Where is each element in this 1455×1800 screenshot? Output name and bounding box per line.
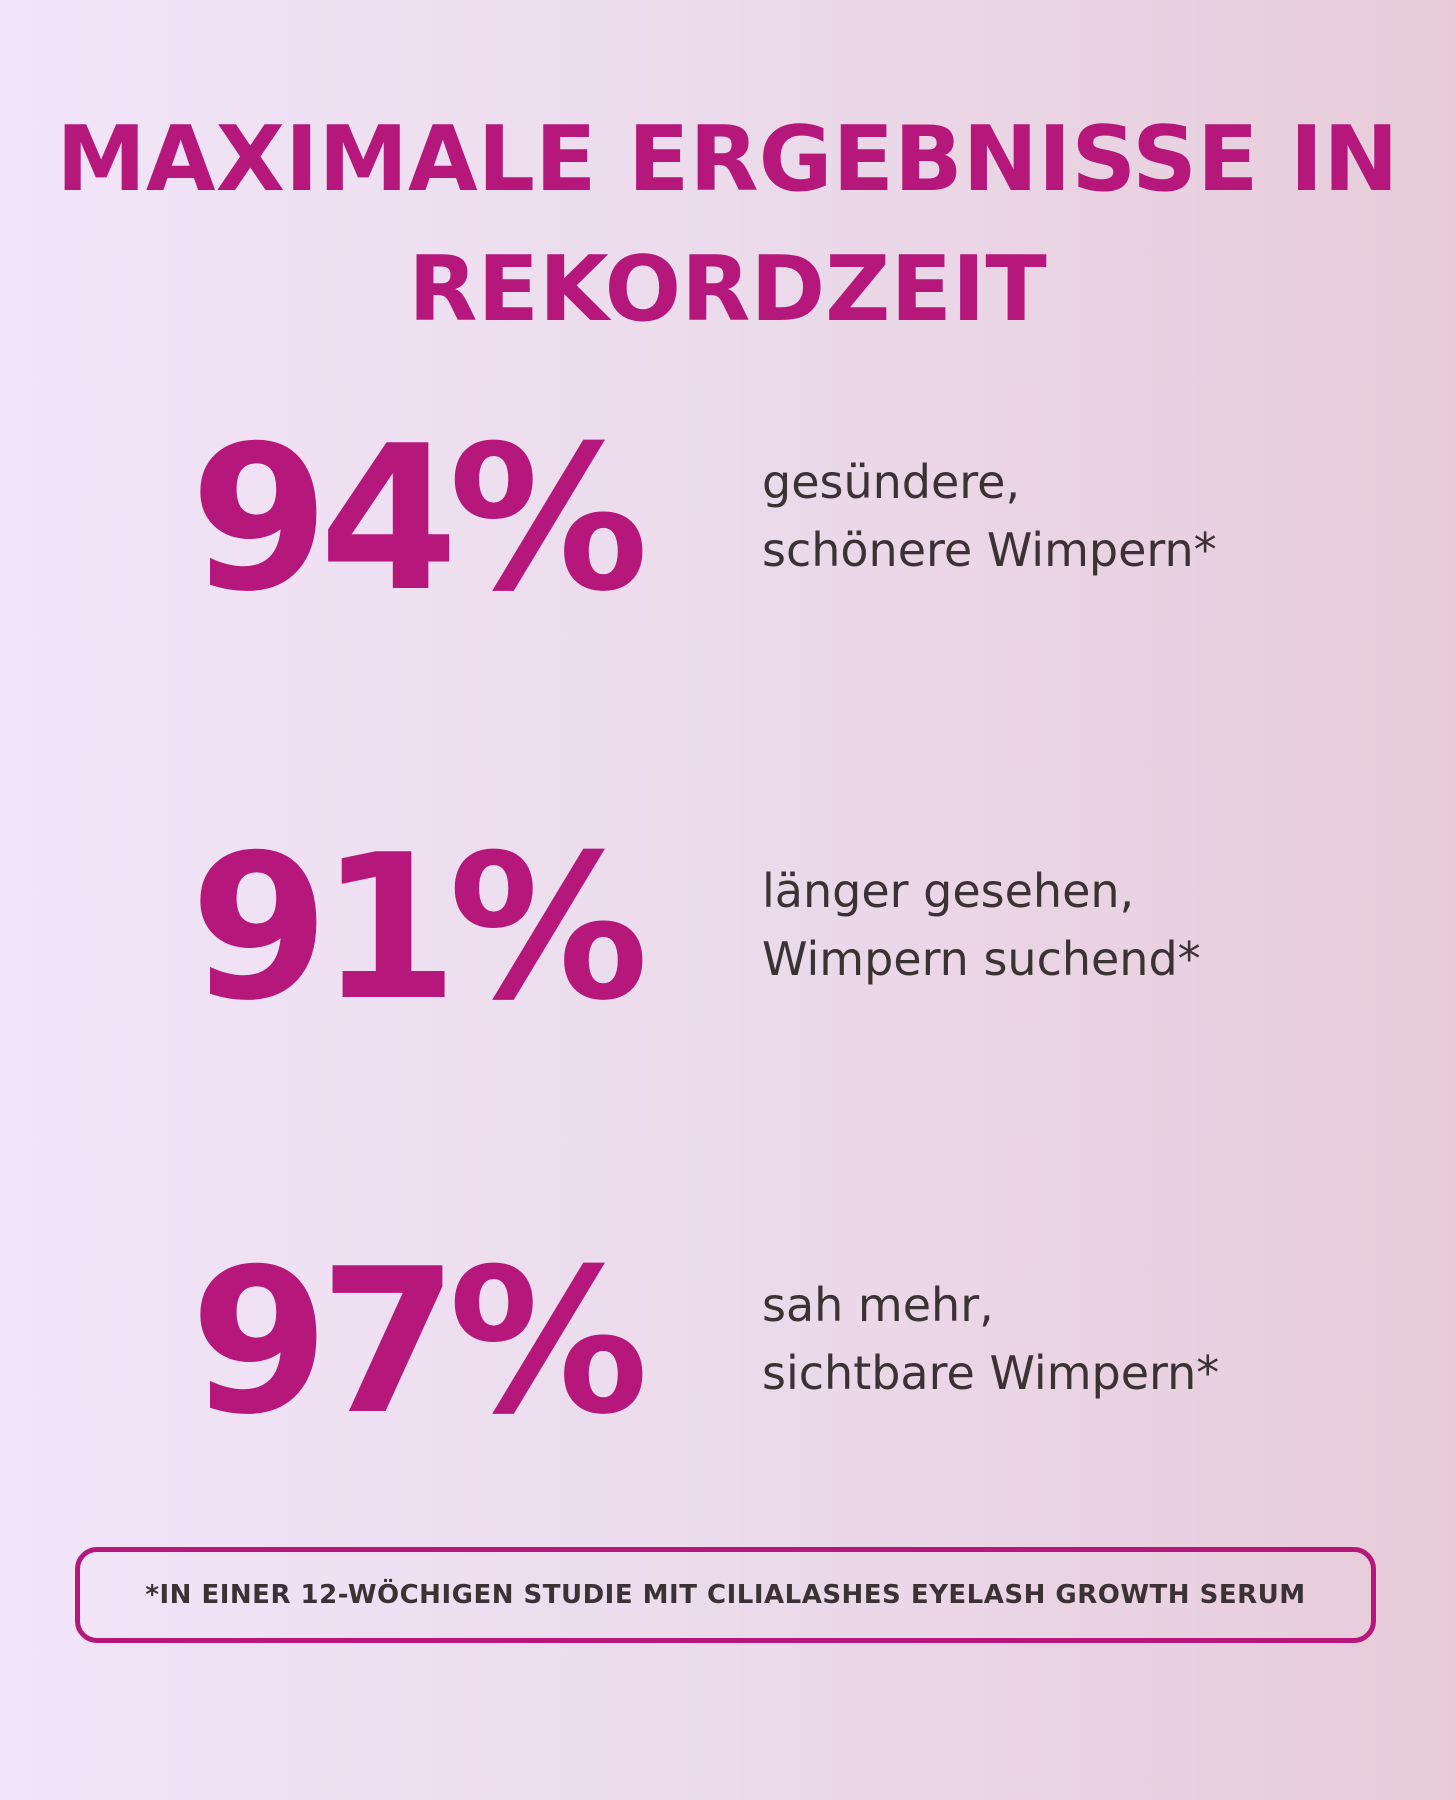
stat-block-1: 94% gesündere, schönere Wimpern* [0, 420, 1455, 620]
stat-description-line-2: Wimpern suchend* [762, 932, 1201, 986]
stat-description: länger gesehen, Wimpern suchend* [762, 857, 1201, 993]
stat-percentage: 91% [190, 812, 649, 1045]
stat-percentage: 94% [190, 403, 649, 636]
stat-description-line-2: sichtbare Wimpern* [762, 1346, 1220, 1400]
stat-description-line-2: schönere Wimpern* [762, 523, 1217, 577]
study-footnote: *IN EINER 12-WÖCHIGEN STUDIE MIT CILIALA… [75, 1547, 1376, 1643]
stat-description-line-1: länger gesehen, [762, 864, 1135, 918]
stat-description-line-1: sah mehr, [762, 1278, 994, 1332]
page-title: MAXIMALE ERGEBNISSE IN REKORDZEIT [0, 95, 1455, 355]
title-line-2: REKORDZEIT [408, 237, 1047, 342]
stat-description-line-1: gesündere, [762, 455, 1021, 509]
stat-description: sah mehr, sichtbare Wimpern* [762, 1271, 1219, 1407]
stat-block-3: 97% sah mehr, sichtbare Wimpern* [0, 1243, 1455, 1443]
stat-block-2: 91% länger gesehen, Wimpern suchend* [0, 829, 1455, 1029]
stat-percentage: 97% [190, 1226, 649, 1459]
stat-description: gesündere, schönere Wimpern* [762, 448, 1217, 584]
title-line-1: MAXIMALE ERGEBNISSE IN [56, 107, 1399, 212]
